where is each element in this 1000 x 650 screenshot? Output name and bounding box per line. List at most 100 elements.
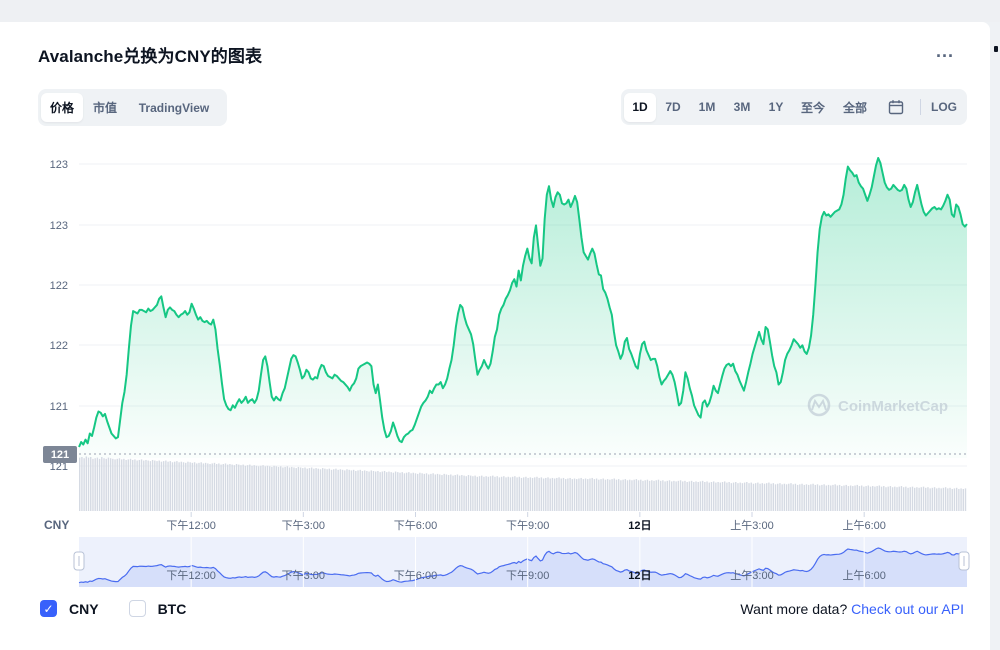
currency-axis-label: CNY <box>44 518 69 532</box>
volume-bar <box>518 476 520 511</box>
volume-bar <box>606 479 609 511</box>
volume-bar <box>461 475 463 511</box>
volume-bar <box>902 487 905 511</box>
volume-bar <box>589 478 591 511</box>
volume-bar <box>569 477 571 511</box>
volume-bar <box>854 485 856 511</box>
navigator-tick-label: 下午6:00 <box>394 569 437 582</box>
volume-bar <box>253 465 255 511</box>
volume-bar <box>655 480 657 511</box>
volume-bar <box>783 483 786 511</box>
volume-bar <box>359 469 361 511</box>
volume-bar <box>215 464 218 511</box>
volume-bar <box>790 483 792 511</box>
api-link[interactable]: Check out our API <box>851 601 964 617</box>
navigator-left-handle <box>73 551 85 571</box>
volume-bar <box>439 474 441 511</box>
y-tick-label: 123 <box>50 220 68 232</box>
x-tick-label: 下午6:00 <box>394 519 437 532</box>
legend-item-btc[interactable]: BTC <box>128 600 186 617</box>
volume-bar <box>823 484 825 511</box>
volume-bar <box>140 459 143 511</box>
volume-bar <box>538 477 540 511</box>
volume-bar <box>878 485 881 511</box>
volume-bar <box>352 469 355 511</box>
volume-bar <box>584 478 587 511</box>
volume-bar <box>642 480 644 511</box>
range-1y[interactable]: 1Y <box>768 100 784 114</box>
volume-bar <box>562 477 565 511</box>
top-strip <box>0 0 1000 22</box>
volume-bar <box>571 479 574 511</box>
volume-bar <box>165 460 167 511</box>
tab-tradingview[interactable]: TradingView <box>138 100 210 115</box>
volume-bar <box>622 479 624 511</box>
volume-bar <box>313 468 315 511</box>
volume-bar <box>286 466 289 511</box>
volume-bar <box>936 488 938 511</box>
volume-bar <box>600 479 602 511</box>
range-1d[interactable]: 1D <box>624 92 656 122</box>
volume-bar <box>944 487 947 511</box>
volume-bar <box>595 478 598 511</box>
range-3m[interactable]: 3M <box>733 100 751 114</box>
range-all[interactable]: 全部 <box>842 100 867 115</box>
price-line <box>78 157 968 448</box>
volume-bar <box>291 466 293 511</box>
tab-market-cap[interactable]: 市值 <box>92 101 117 115</box>
volume-bar <box>891 487 894 511</box>
volume-bar <box>761 483 763 511</box>
volume-bar <box>458 475 461 511</box>
volume-bar <box>196 463 198 511</box>
volume-bar <box>454 475 456 511</box>
volume-bar <box>598 479 600 511</box>
volume-bar <box>317 468 319 511</box>
volume-bar <box>105 458 107 511</box>
volume-bar <box>717 482 719 511</box>
calendar-icon[interactable] <box>876 93 916 122</box>
y-tick-label: 121 <box>50 461 68 473</box>
log-toggle[interactable]: LOG <box>931 100 957 114</box>
volume-bar <box>277 466 280 511</box>
chart-type-tabs: 价格 市值 TradingView <box>38 89 227 126</box>
volume-bar <box>951 488 953 511</box>
volume-bar <box>551 477 554 511</box>
navigator-tick-label: 下午3:00 <box>282 569 325 582</box>
volume-bar <box>922 486 925 511</box>
volume-bar <box>825 485 828 511</box>
volume-bar <box>200 462 202 511</box>
volume-bar <box>260 465 262 511</box>
legend-item-cny[interactable]: ✓ CNY <box>40 600 99 617</box>
volume-bar <box>553 478 556 511</box>
volume-bar <box>602 478 604 511</box>
volume-bar <box>408 472 410 511</box>
x-tick-label: 下午9:00 <box>506 519 549 532</box>
volume-bar <box>690 480 693 511</box>
range-ytd[interactable]: 至今 <box>800 100 825 115</box>
x-tick-label: 下午12:00 <box>166 519 216 532</box>
range-7d[interactable]: 7D <box>665 100 681 114</box>
checkbox-unchecked-icon[interactable] <box>128 600 146 617</box>
volume-bar <box>679 480 682 511</box>
volume-bar <box>940 488 942 511</box>
volume-bar <box>728 482 730 511</box>
volume-bar <box>523 477 525 511</box>
tab-price[interactable]: 价格 <box>41 93 83 122</box>
volume-bar <box>962 488 964 511</box>
volume-bar <box>651 480 653 511</box>
range-1m[interactable]: 1M <box>698 100 716 114</box>
volume-bar <box>337 469 339 511</box>
checkbox-checked-icon[interactable]: ✓ <box>40 600 57 617</box>
volume-bar <box>357 470 359 511</box>
volume-bar <box>830 485 832 511</box>
volume-bar <box>757 482 759 511</box>
volume-bar <box>83 458 85 511</box>
volume-bar <box>173 461 176 511</box>
volume-bar <box>149 461 152 511</box>
volume-bar <box>964 488 967 511</box>
volume-bar <box>838 484 841 511</box>
volume-bar <box>874 486 876 511</box>
volume-bar <box>218 463 220 511</box>
more-options-button[interactable]: ... <box>936 41 955 61</box>
